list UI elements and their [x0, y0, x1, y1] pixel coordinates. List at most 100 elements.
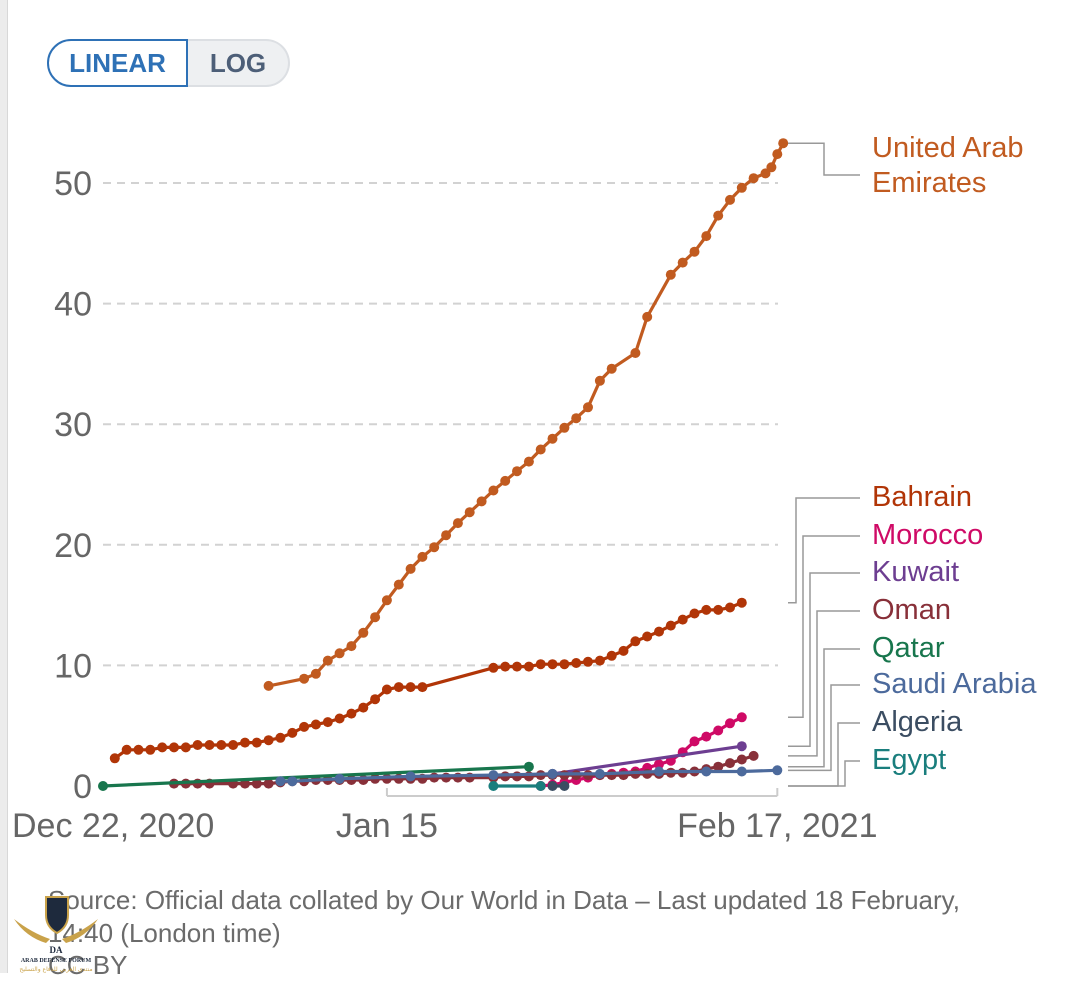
data-point	[381, 684, 392, 695]
data-point	[346, 708, 357, 719]
data-point	[736, 182, 747, 193]
data-point	[547, 659, 558, 670]
data-point	[748, 173, 759, 184]
data-point	[725, 718, 735, 729]
data-point	[701, 231, 712, 242]
data-point	[145, 744, 156, 755]
data-point	[441, 530, 452, 541]
log-scale-button[interactable]: LOG	[188, 39, 290, 87]
source-note: Source: Official data collated by Our Wo…	[48, 885, 960, 948]
data-point	[370, 612, 381, 623]
scale-toggle: LINEAR LOG	[47, 39, 290, 91]
x-tick-label: Jan 15	[336, 807, 438, 845]
legend-label: Bahrain	[872, 481, 972, 513]
data-point	[381, 595, 392, 606]
shield-icon	[45, 896, 69, 935]
connector-line	[788, 535, 860, 719]
data-point	[535, 444, 546, 455]
data-point	[121, 744, 132, 755]
data-point	[701, 731, 712, 742]
data-point	[677, 614, 688, 625]
series-egypt	[488, 781, 546, 791]
data-point	[512, 771, 522, 782]
end-label-egypt: Egypt	[788, 744, 946, 787]
data-point	[476, 496, 487, 507]
line-chart: 0 10 20 30 40 50 Dec 22, 2020 Jan 15 Feb 17, 20…	[12, 132, 1037, 845]
data-point	[547, 781, 558, 791]
data-point	[452, 518, 463, 529]
end-label-bahrain: Bahrain	[788, 481, 972, 604]
connector-line	[788, 760, 860, 787]
data-point	[630, 636, 641, 647]
data-point	[594, 375, 605, 386]
data-point	[500, 475, 511, 486]
data-point	[192, 740, 203, 750]
data-point	[559, 659, 570, 670]
wing-left-icon	[14, 919, 50, 943]
wing-right-icon	[62, 919, 98, 943]
data-point	[417, 551, 428, 562]
data-point	[346, 641, 357, 652]
legend-label: Saudi Arabia	[872, 668, 1037, 700]
left-border	[0, 0, 8, 973]
data-point	[736, 741, 747, 752]
data-point	[405, 771, 416, 782]
data-point	[594, 655, 605, 666]
legend-label: Morocco	[872, 519, 983, 551]
data-point	[263, 778, 274, 789]
data-point	[736, 597, 747, 608]
series-qatar	[98, 761, 534, 791]
x-tick-label: Feb 17, 2021	[677, 807, 877, 845]
data-point	[766, 162, 777, 173]
data-point	[654, 766, 664, 777]
data-point	[654, 759, 664, 770]
y-tick-label: 20	[54, 527, 92, 565]
y-tick-label: 50	[54, 165, 92, 203]
data-point	[322, 717, 333, 728]
data-point	[571, 413, 582, 424]
y-axis-ticks: 0 10 20 30 40 50	[54, 165, 92, 806]
data-point	[488, 781, 499, 791]
data-point	[701, 766, 712, 777]
x-tick-label: Dec 22, 2020	[12, 807, 214, 845]
data-point	[464, 507, 475, 518]
data-point	[748, 750, 759, 761]
data-point	[713, 725, 724, 736]
data-point	[441, 772, 452, 783]
data-point	[571, 658, 582, 668]
data-point	[725, 758, 735, 769]
data-point	[618, 645, 629, 656]
data-point	[204, 740, 215, 750]
series-line	[102, 765, 529, 788]
linear-scale-button[interactable]: LINEAR	[47, 39, 188, 87]
data-point	[251, 778, 262, 789]
connector-line	[788, 684, 860, 772]
series-united-arab-emirates	[263, 138, 789, 691]
data-point	[334, 648, 345, 659]
data-point	[559, 422, 570, 433]
data-point	[713, 761, 724, 772]
data-point	[429, 542, 440, 553]
data-point	[701, 604, 712, 615]
data-point	[725, 194, 735, 205]
data-point	[310, 668, 321, 679]
data-point	[523, 661, 534, 672]
data-point	[547, 768, 558, 779]
data-point	[299, 673, 310, 684]
data-point	[216, 740, 227, 750]
data-point	[642, 311, 653, 322]
data-point	[523, 761, 534, 772]
y-tick-label: 0	[73, 768, 92, 806]
data-point	[535, 659, 546, 670]
data-point	[689, 736, 700, 747]
data-point	[98, 781, 108, 791]
legend-label: Qatar	[872, 632, 945, 664]
end-label-saudi-arabia: Saudi Arabia	[788, 668, 1037, 772]
connector-line	[788, 572, 860, 747]
end-label-morocco: Morocco	[788, 519, 983, 719]
x-axis: Dec 22, 2020 Jan 15 Feb 17, 2021	[12, 788, 878, 845]
data-point	[287, 776, 298, 787]
data-point	[535, 781, 546, 791]
